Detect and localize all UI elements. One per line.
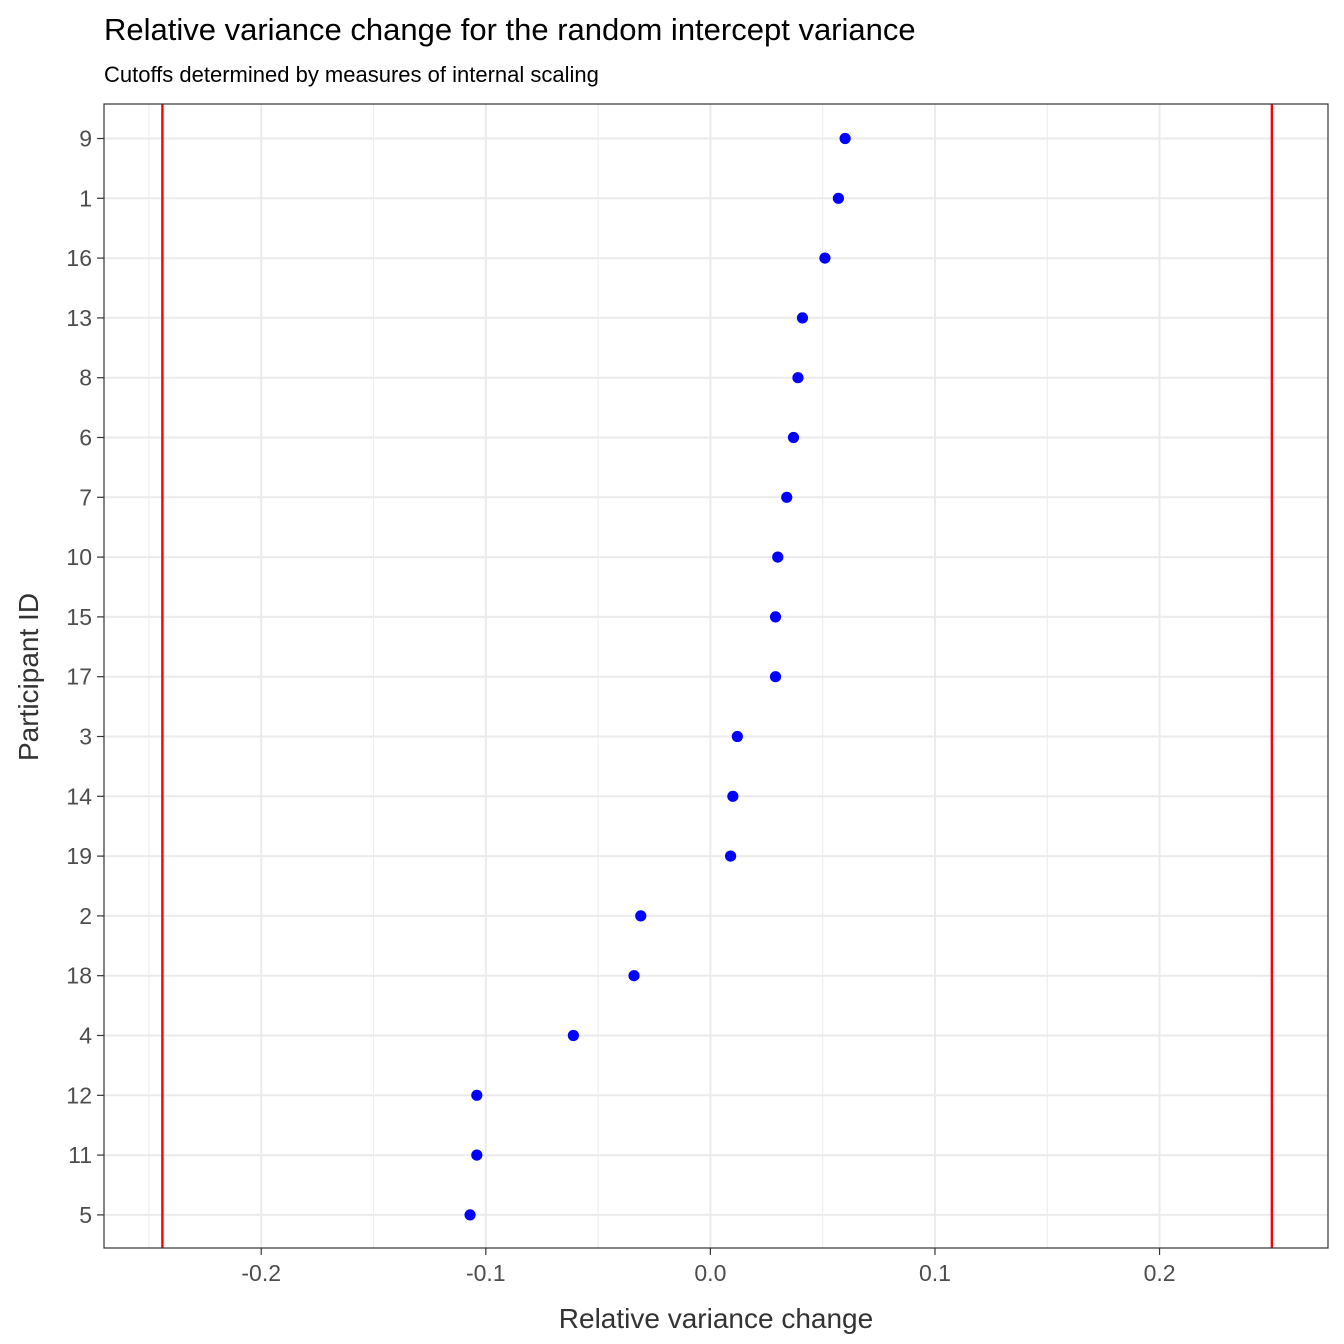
grid-lines [104,104,1328,1248]
data-point [724,850,737,862]
x-axis: -0.2 -0.1 0.0 0.1 0.2 [241,1248,1176,1286]
y-tick-label: 17 [66,664,92,690]
x-tick-label: -0.1 [466,1260,506,1286]
data-point [769,671,782,683]
x-tick-label: -0.2 [241,1260,281,1286]
data-point [781,491,793,503]
y-axis-title: Participant ID [13,593,44,761]
x-tick-label: 0.0 [694,1260,726,1286]
panel-border [103,103,1329,1249]
data-point [792,372,804,384]
y-tick-label: 19 [66,843,92,869]
data-point [464,1209,476,1221]
y-axis: 9 1 16 13 8 6 7 10 15 17 3 14 19 2 18 4 12 11 5 [66,126,104,1228]
y-tick-label: 18 [66,963,92,989]
y-tick-label: 13 [66,305,92,331]
x-tick-label: 0.2 [1144,1260,1176,1286]
y-tick-label: 16 [66,245,92,271]
data-point [772,551,784,563]
y-tick-label: 2 [79,903,92,929]
y-tick-label: 9 [79,126,92,152]
y-tick-label: 4 [79,1023,92,1049]
y-tick-label: 14 [66,783,92,809]
y-tick-label: 15 [66,604,92,630]
data-point [727,790,739,802]
cutoff-lines [161,104,1274,1248]
data-point [731,730,743,743]
y-tick-label: 1 [79,185,92,211]
data-point [839,132,851,145]
y-tick-label: 8 [79,365,92,391]
x-tick-label: 0.1 [919,1260,951,1286]
y-tick-label: 12 [66,1082,92,1108]
chart-subtitle: Cutoffs determined by measures of intern… [104,62,599,87]
y-tick-label: 6 [79,425,92,451]
data-point [635,910,647,922]
data-points [464,132,851,1221]
data-point [471,1149,483,1161]
y-tick-label: 10 [66,544,92,570]
data-point [787,431,800,444]
chart-title: Relative variance change for the random … [104,12,916,47]
y-tick-label: 5 [79,1202,92,1228]
data-point [796,312,809,324]
y-tick-label: 3 [79,724,92,750]
data-point [832,192,845,204]
data-point [567,1029,579,1042]
data-point [769,611,782,623]
data-point [471,1089,483,1101]
data-point [628,970,640,982]
y-tick-label: 7 [79,484,92,510]
y-tick-label: 11 [68,1142,92,1168]
data-point [819,252,831,264]
x-axis-title: Relative variance change [559,1303,873,1334]
